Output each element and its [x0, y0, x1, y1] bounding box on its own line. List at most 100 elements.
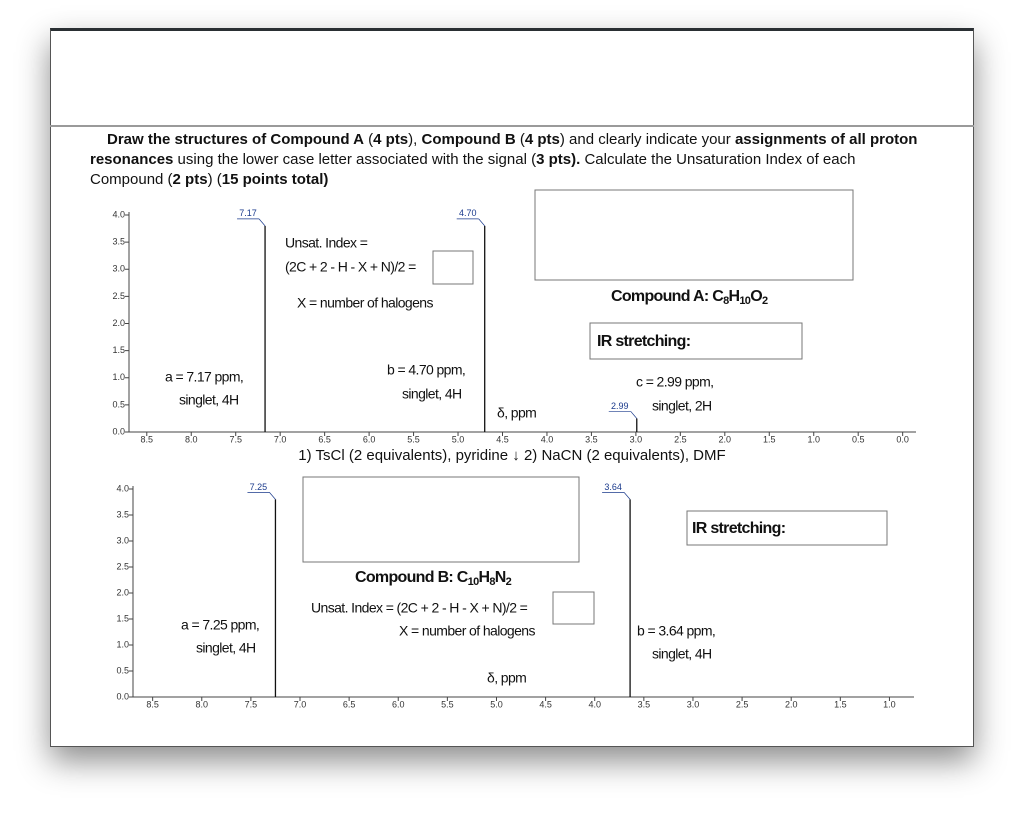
y-tick-label: 4.0	[112, 209, 125, 219]
y-tick-label: 1.0	[112, 372, 125, 382]
x-tick-label: 0.0	[896, 434, 909, 444]
x-tick-label: 4.0	[588, 699, 601, 709]
x-tick-label: 2.5	[736, 699, 749, 709]
answer-box	[552, 591, 595, 625]
instruction-text: (	[363, 131, 374, 148]
formula-part: 8	[489, 576, 495, 588]
x-tick-label: 6.0	[363, 434, 376, 444]
assignment: singlet, 4H	[179, 392, 239, 408]
instruction-text: ) and clearly indicate your	[559, 131, 735, 148]
ir-label: IR stretching:	[597, 333, 690, 350]
structure-box	[534, 189, 854, 281]
y-tick-label: 3.5	[112, 237, 125, 247]
formula-part: 10	[468, 576, 479, 588]
y-tick-label: 2.5	[116, 561, 129, 571]
y-tick-label: 2.0	[116, 587, 129, 597]
compound-formula: Compound A: C8H10O2	[611, 288, 768, 307]
assignment: singlet, 4H	[402, 386, 462, 402]
x-tick-label: 2.5	[674, 434, 687, 444]
instruction-text: assignments of all proton resonances	[90, 131, 918, 168]
assignment: singlet, 4H	[652, 646, 712, 662]
assignment: b = 3.64 ppm,	[637, 623, 715, 639]
instruction-text: using the lower case letter associated w…	[173, 151, 537, 168]
formula-part: 8	[723, 295, 729, 307]
separator	[50, 125, 974, 127]
x-tick-label: 8.5	[141, 434, 154, 444]
halogen-note: X = number of halogens	[297, 295, 433, 311]
x-tick-label: 5.5	[441, 699, 454, 709]
instruction-text: ),	[408, 131, 422, 148]
instruction-text: ) (	[207, 171, 222, 188]
y-tick-label: 0.5	[116, 665, 129, 675]
assignment: a = 7.17 ppm,	[165, 369, 243, 385]
x-tick-label: 4.5	[539, 699, 552, 709]
instruction-text: 2 pts	[172, 171, 208, 188]
x-tick-label: 0.5	[852, 434, 865, 444]
compound-formula: Compound B: C10H8N2	[355, 569, 512, 588]
x-tick-label: 4.0	[541, 434, 554, 444]
peak-leader	[478, 218, 485, 227]
unsat-label: Unsat. Index =	[285, 235, 368, 251]
peak-leader	[269, 492, 276, 500]
ir-label: IR stretching:	[692, 520, 785, 537]
peak-label: 7.25	[250, 482, 268, 492]
x-tick-label: 1.5	[763, 434, 776, 444]
x-tick-label: 3.0	[630, 434, 643, 444]
formula-part: O	[750, 288, 762, 305]
y-tick-label: 2.5	[112, 291, 125, 301]
unsat-formula: (2C + 2 - H - X + N)/2 =	[285, 259, 416, 275]
x-tick-label: 7.0	[274, 434, 287, 444]
x-tick-label: 3.5	[585, 434, 598, 444]
assignment: a = 7.25 ppm,	[181, 617, 259, 633]
ir-box	[589, 322, 803, 360]
axis-label: δ, ppm	[487, 670, 526, 686]
formula-part: 2	[506, 576, 512, 588]
y-tick-label: 3.0	[112, 264, 125, 274]
y-tick-label: 0.5	[112, 399, 125, 409]
peak-label: 7.17	[239, 208, 257, 218]
x-tick-label: 5.0	[452, 434, 465, 444]
formula-part: 10	[739, 295, 750, 307]
peak-label: 3.64	[604, 482, 622, 492]
window	[50, 28, 974, 747]
y-tick-label: 3.0	[116, 535, 129, 545]
peak-label: 4.70	[459, 208, 477, 218]
x-tick-label: 1.0	[883, 699, 896, 709]
formula-part: Compound A: C	[611, 288, 724, 305]
x-tick-label: 1.5	[834, 699, 847, 709]
x-tick-label: 1.0	[807, 434, 820, 444]
instruction-text: Draw the structures of Compound A	[107, 131, 364, 148]
peak-leader	[258, 218, 266, 227]
instruction-text: (	[515, 131, 525, 148]
instructions: Draw the structures of Compound A (4 pts…	[90, 130, 930, 190]
reaction: 1) TsCl (2 equivalents), pyridine ↓ 2) N…	[298, 447, 725, 464]
y-tick-label: 3.5	[116, 509, 129, 519]
instruction-text: Calculate the Unsaturation Index of each…	[90, 151, 856, 188]
answer-box	[432, 250, 474, 285]
formula-part: 2	[762, 295, 768, 307]
formula-part: H	[479, 569, 490, 586]
y-tick-label: 1.0	[116, 639, 129, 649]
unsat-formula: Unsat. Index = (2C + 2 - H - X + N)/2 =	[311, 600, 528, 616]
x-tick-label: 2.0	[719, 434, 732, 444]
y-tick-label: 2.0	[112, 318, 125, 328]
instruction-text: 3 pts).	[536, 151, 581, 168]
x-tick-label: 8.5	[146, 699, 159, 709]
y-tick-label: 1.5	[116, 613, 129, 623]
peak-label: 2.99	[611, 401, 629, 411]
x-tick-label: 6.5	[318, 434, 331, 444]
formula-part: Compound B: C	[355, 569, 469, 586]
y-tick-label: 4.0	[116, 483, 129, 493]
formula-part: H	[728, 288, 739, 305]
instruction-text: 4 pts	[524, 131, 560, 148]
y-tick-label: 1.5	[112, 345, 125, 355]
axis-label: δ, ppm	[497, 405, 536, 421]
x-tick-label: 6.5	[343, 699, 356, 709]
x-tick-label: 2.0	[785, 699, 798, 709]
peak-leader	[630, 411, 638, 419]
structure-box	[302, 476, 580, 563]
x-tick-label: 7.5	[229, 434, 242, 444]
x-tick-label: 6.0	[392, 699, 405, 709]
